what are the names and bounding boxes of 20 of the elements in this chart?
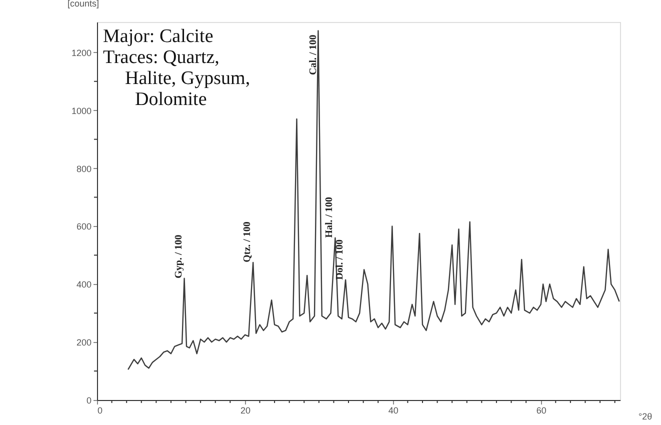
x-tick-label: 0 — [98, 406, 103, 416]
y-axis-title: [counts] — [68, 0, 100, 8]
x-tick-label: 20 — [240, 406, 250, 416]
y-tick-label: 1200 — [71, 48, 92, 58]
x-tick-label: 60 — [536, 406, 546, 416]
x-axis-title: °2θ — [638, 412, 652, 422]
y-tick-label: 400 — [76, 280, 92, 290]
annotation: Dol. / 100 — [334, 240, 346, 280]
y-tick-label: 200 — [76, 338, 92, 348]
annotation: Gyp. / 100 — [173, 234, 184, 278]
annotation: Traces: Quartz, Halite, Gypsum, Dolomite — [103, 47, 250, 110]
annotation: Qtz. / 100 — [242, 222, 254, 262]
y-tick-label: 1000 — [71, 106, 92, 116]
annotation: Major: Calcite — [103, 26, 214, 47]
annotation: Hal. / 100 — [324, 196, 336, 238]
annotation: Cal. / 100 — [308, 34, 320, 75]
x-tick-label: 40 — [388, 406, 398, 416]
y-tick-label: 0 — [86, 396, 92, 406]
y-tick-label: 800 — [76, 164, 92, 174]
y-tick-label: 600 — [76, 222, 92, 232]
